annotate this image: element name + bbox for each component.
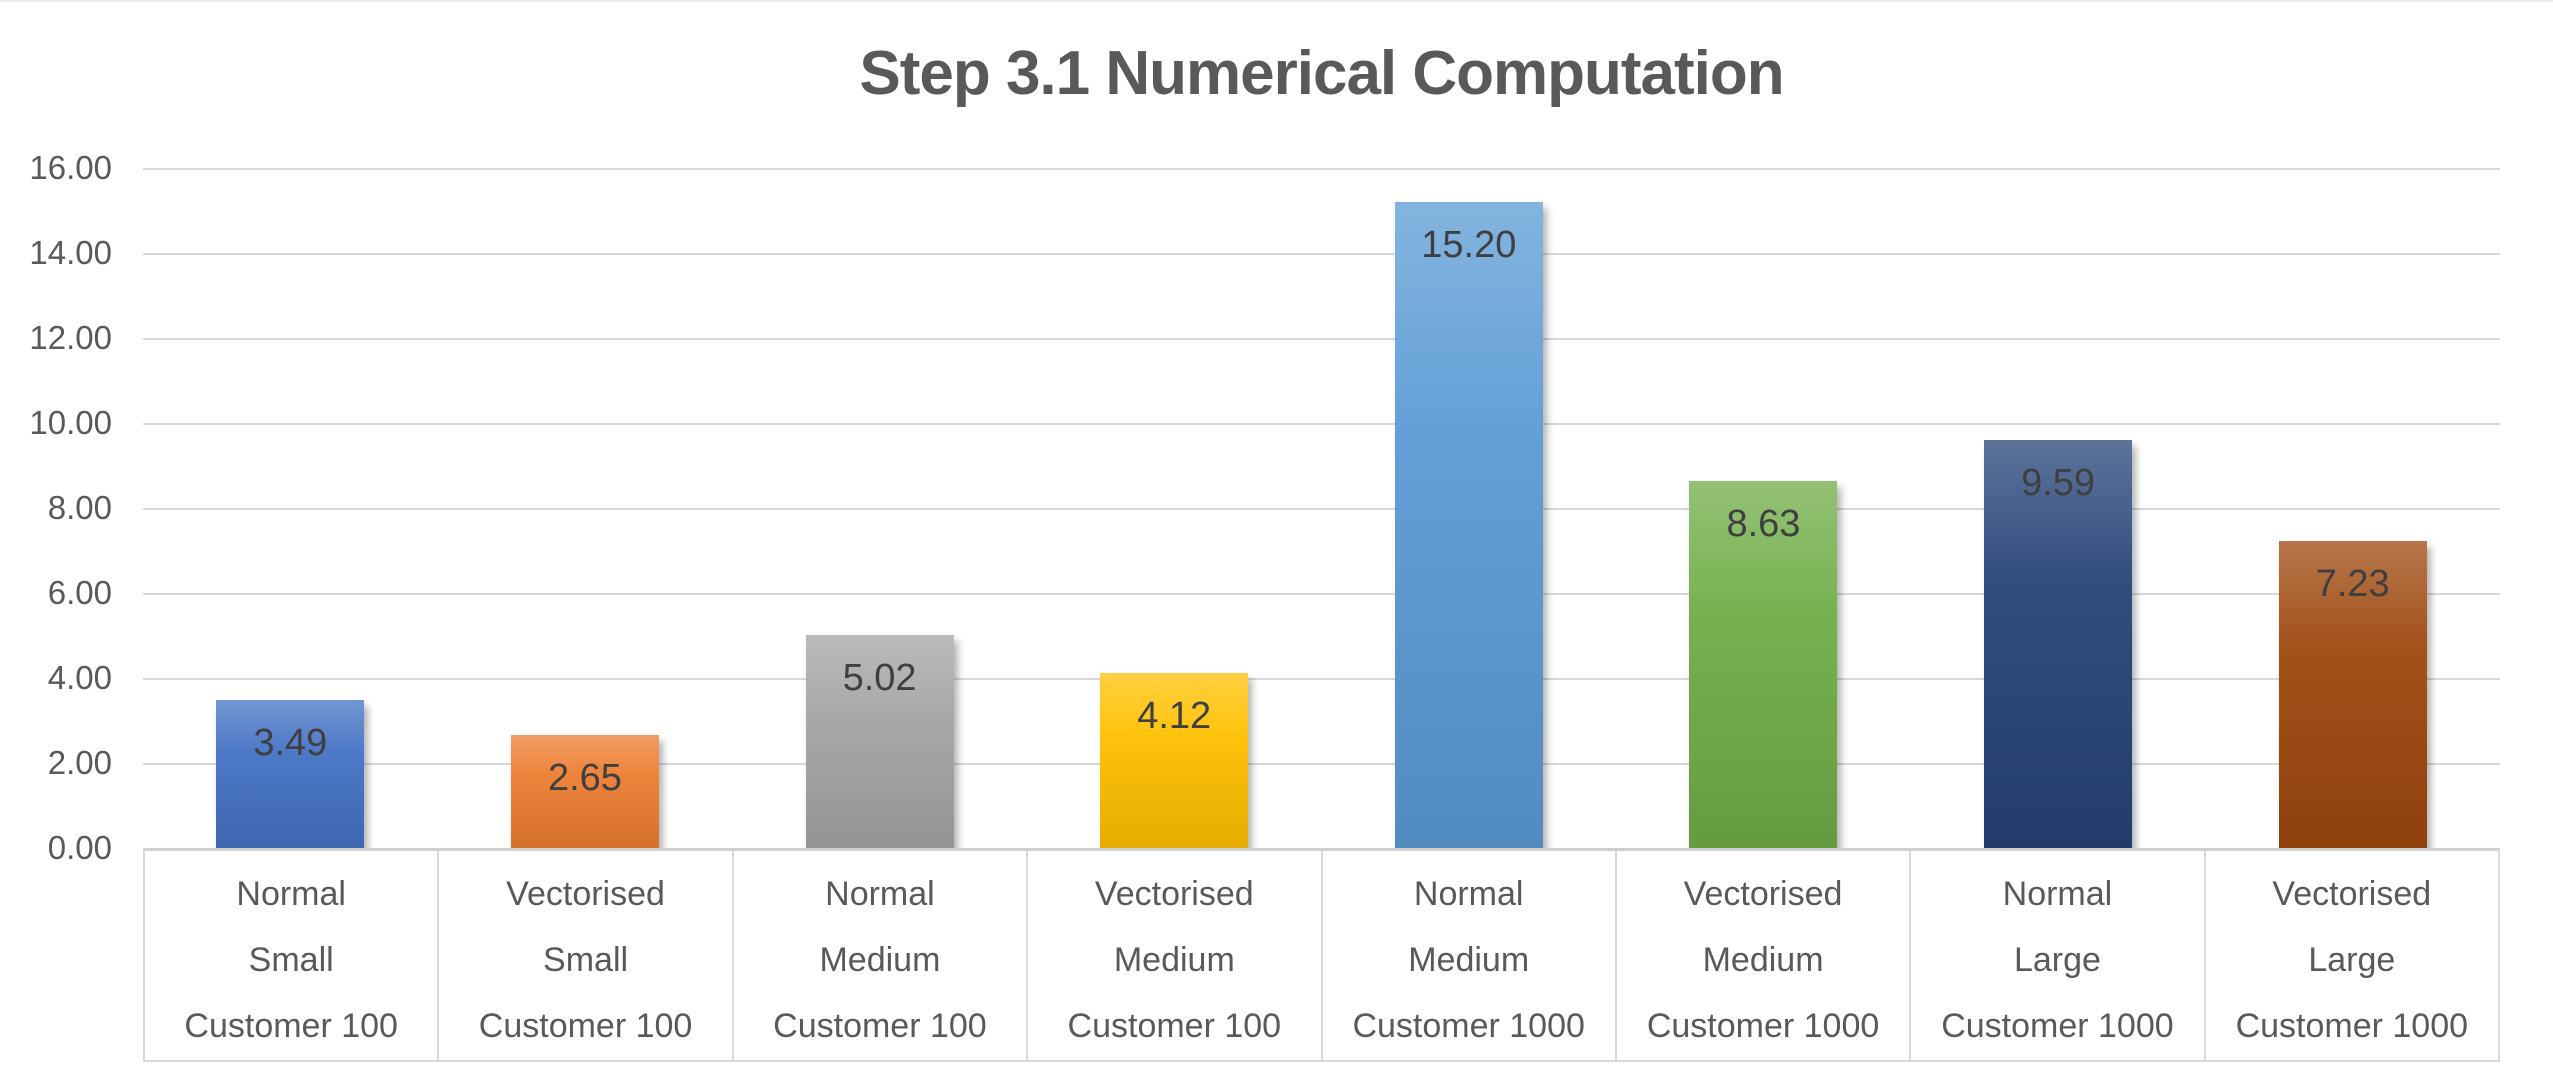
category-line: Normal — [236, 874, 346, 913]
category-line: Small — [248, 940, 334, 979]
gridline — [143, 508, 2500, 510]
bar-data-label: 7.23 — [2315, 562, 2390, 605]
category-cell-5: Normal Medium Customer 1000 — [1323, 851, 1617, 1060]
y-tick-label: 6.00 — [47, 574, 112, 611]
category-line: Vectorised — [1094, 874, 1254, 913]
category-line: Large — [2308, 940, 2396, 979]
category-line: Medium — [1702, 940, 1824, 979]
chart-title: Step 3.1 Numerical Computation — [859, 39, 1784, 108]
y-tick-label: 4.00 — [47, 659, 112, 696]
category-line: Customer 100 — [478, 1007, 693, 1046]
plot-area: 3.49 2.65 5.02 4.12 15.20 8.63 9.59 7.23 — [143, 168, 2500, 848]
category-line: Large — [2013, 940, 2101, 979]
category-axis: Normal Small Customer 100 Vectorised Small Cu… — [143, 848, 2500, 1062]
bar-data-label: 15.20 — [1421, 224, 1517, 266]
y-tick-label: 12.00 — [29, 319, 112, 356]
y-tick-label: 0.00 — [47, 829, 112, 866]
bar-4[interactable]: 4.12 — [1100, 672, 1249, 848]
category-cell-2: Vectorised Small Customer 100 — [439, 851, 734, 1060]
category-line: Normal — [2002, 874, 2113, 913]
gridline — [143, 763, 2500, 765]
category-cell-6: Vectorised Medium Customer 1000 — [1617, 851, 1912, 1060]
category-line: Medium — [819, 940, 941, 979]
category-cell-4: Vectorised Medium Customer 100 — [1028, 851, 1323, 1060]
gridline — [143, 593, 2500, 595]
category-line: Customer 100 — [773, 1007, 987, 1046]
bar-5[interactable]: 15.20 — [1394, 202, 1543, 848]
category-line: Vectorised — [506, 874, 665, 913]
category-line: Customer 100 — [1067, 1007, 1282, 1046]
bar-7[interactable]: 9.59 — [1984, 440, 2133, 848]
bar-data-label: 4.12 — [1137, 694, 1212, 737]
gridline — [143, 678, 2500, 680]
bar-6[interactable]: 8.63 — [1689, 481, 1838, 848]
bar-2[interactable]: 2.65 — [510, 735, 659, 848]
category-line: Customer 1000 — [2235, 1007, 2469, 1046]
y-tick-label: 10.00 — [29, 404, 112, 441]
gridline — [143, 423, 2500, 425]
bar-3[interactable]: 5.02 — [805, 634, 954, 848]
category-line: Customer 1000 — [1646, 1007, 1880, 1046]
category-cell-8: Vectorised Large Customer 1000 — [2206, 851, 2498, 1060]
y-axis: 16.00 14.00 12.00 10.00 8.00 6.00 4.00 2.00 0.00 — [0, 149, 112, 866]
category-line: Medium — [1408, 940, 1530, 979]
bar-data-label: 8.63 — [1726, 503, 1801, 546]
gridline — [143, 168, 2500, 170]
bar-1[interactable]: 3.49 — [216, 699, 365, 848]
y-tick-label: 16.00 — [29, 149, 112, 186]
category-cell-7: Normal Large Customer 1000 — [1911, 851, 2206, 1060]
y-tick-label: 2.00 — [47, 744, 112, 781]
gridline — [143, 253, 2500, 255]
category-line: Normal — [1413, 874, 1524, 913]
category-line: Customer 1000 — [1941, 1007, 2174, 1046]
y-tick-label: 8.00 — [47, 489, 112, 526]
y-tick-label: 14.00 — [29, 234, 112, 271]
category-line: Vectorised — [2272, 874, 2432, 913]
category-line: Customer 100 — [184, 1007, 398, 1046]
category-line: Normal — [825, 874, 935, 913]
category-line: Customer 1000 — [1352, 1007, 1585, 1046]
bar-data-label: 9.59 — [2021, 462, 2096, 505]
bar-data-label: 5.02 — [842, 656, 917, 699]
category-cell-1: Normal Small Customer 100 — [145, 851, 440, 1060]
category-line: Medium — [1113, 940, 1235, 979]
bar-data-label: 2.65 — [547, 757, 622, 800]
bar-data-label: 3.49 — [253, 721, 328, 764]
category-cell-3: Normal Medium Customer 100 — [734, 851, 1029, 1060]
gridline — [143, 338, 2500, 340]
bar-8[interactable]: 7.23 — [2278, 540, 2427, 848]
category-line: Small — [543, 940, 629, 979]
category-line: Vectorised — [1683, 874, 1843, 913]
